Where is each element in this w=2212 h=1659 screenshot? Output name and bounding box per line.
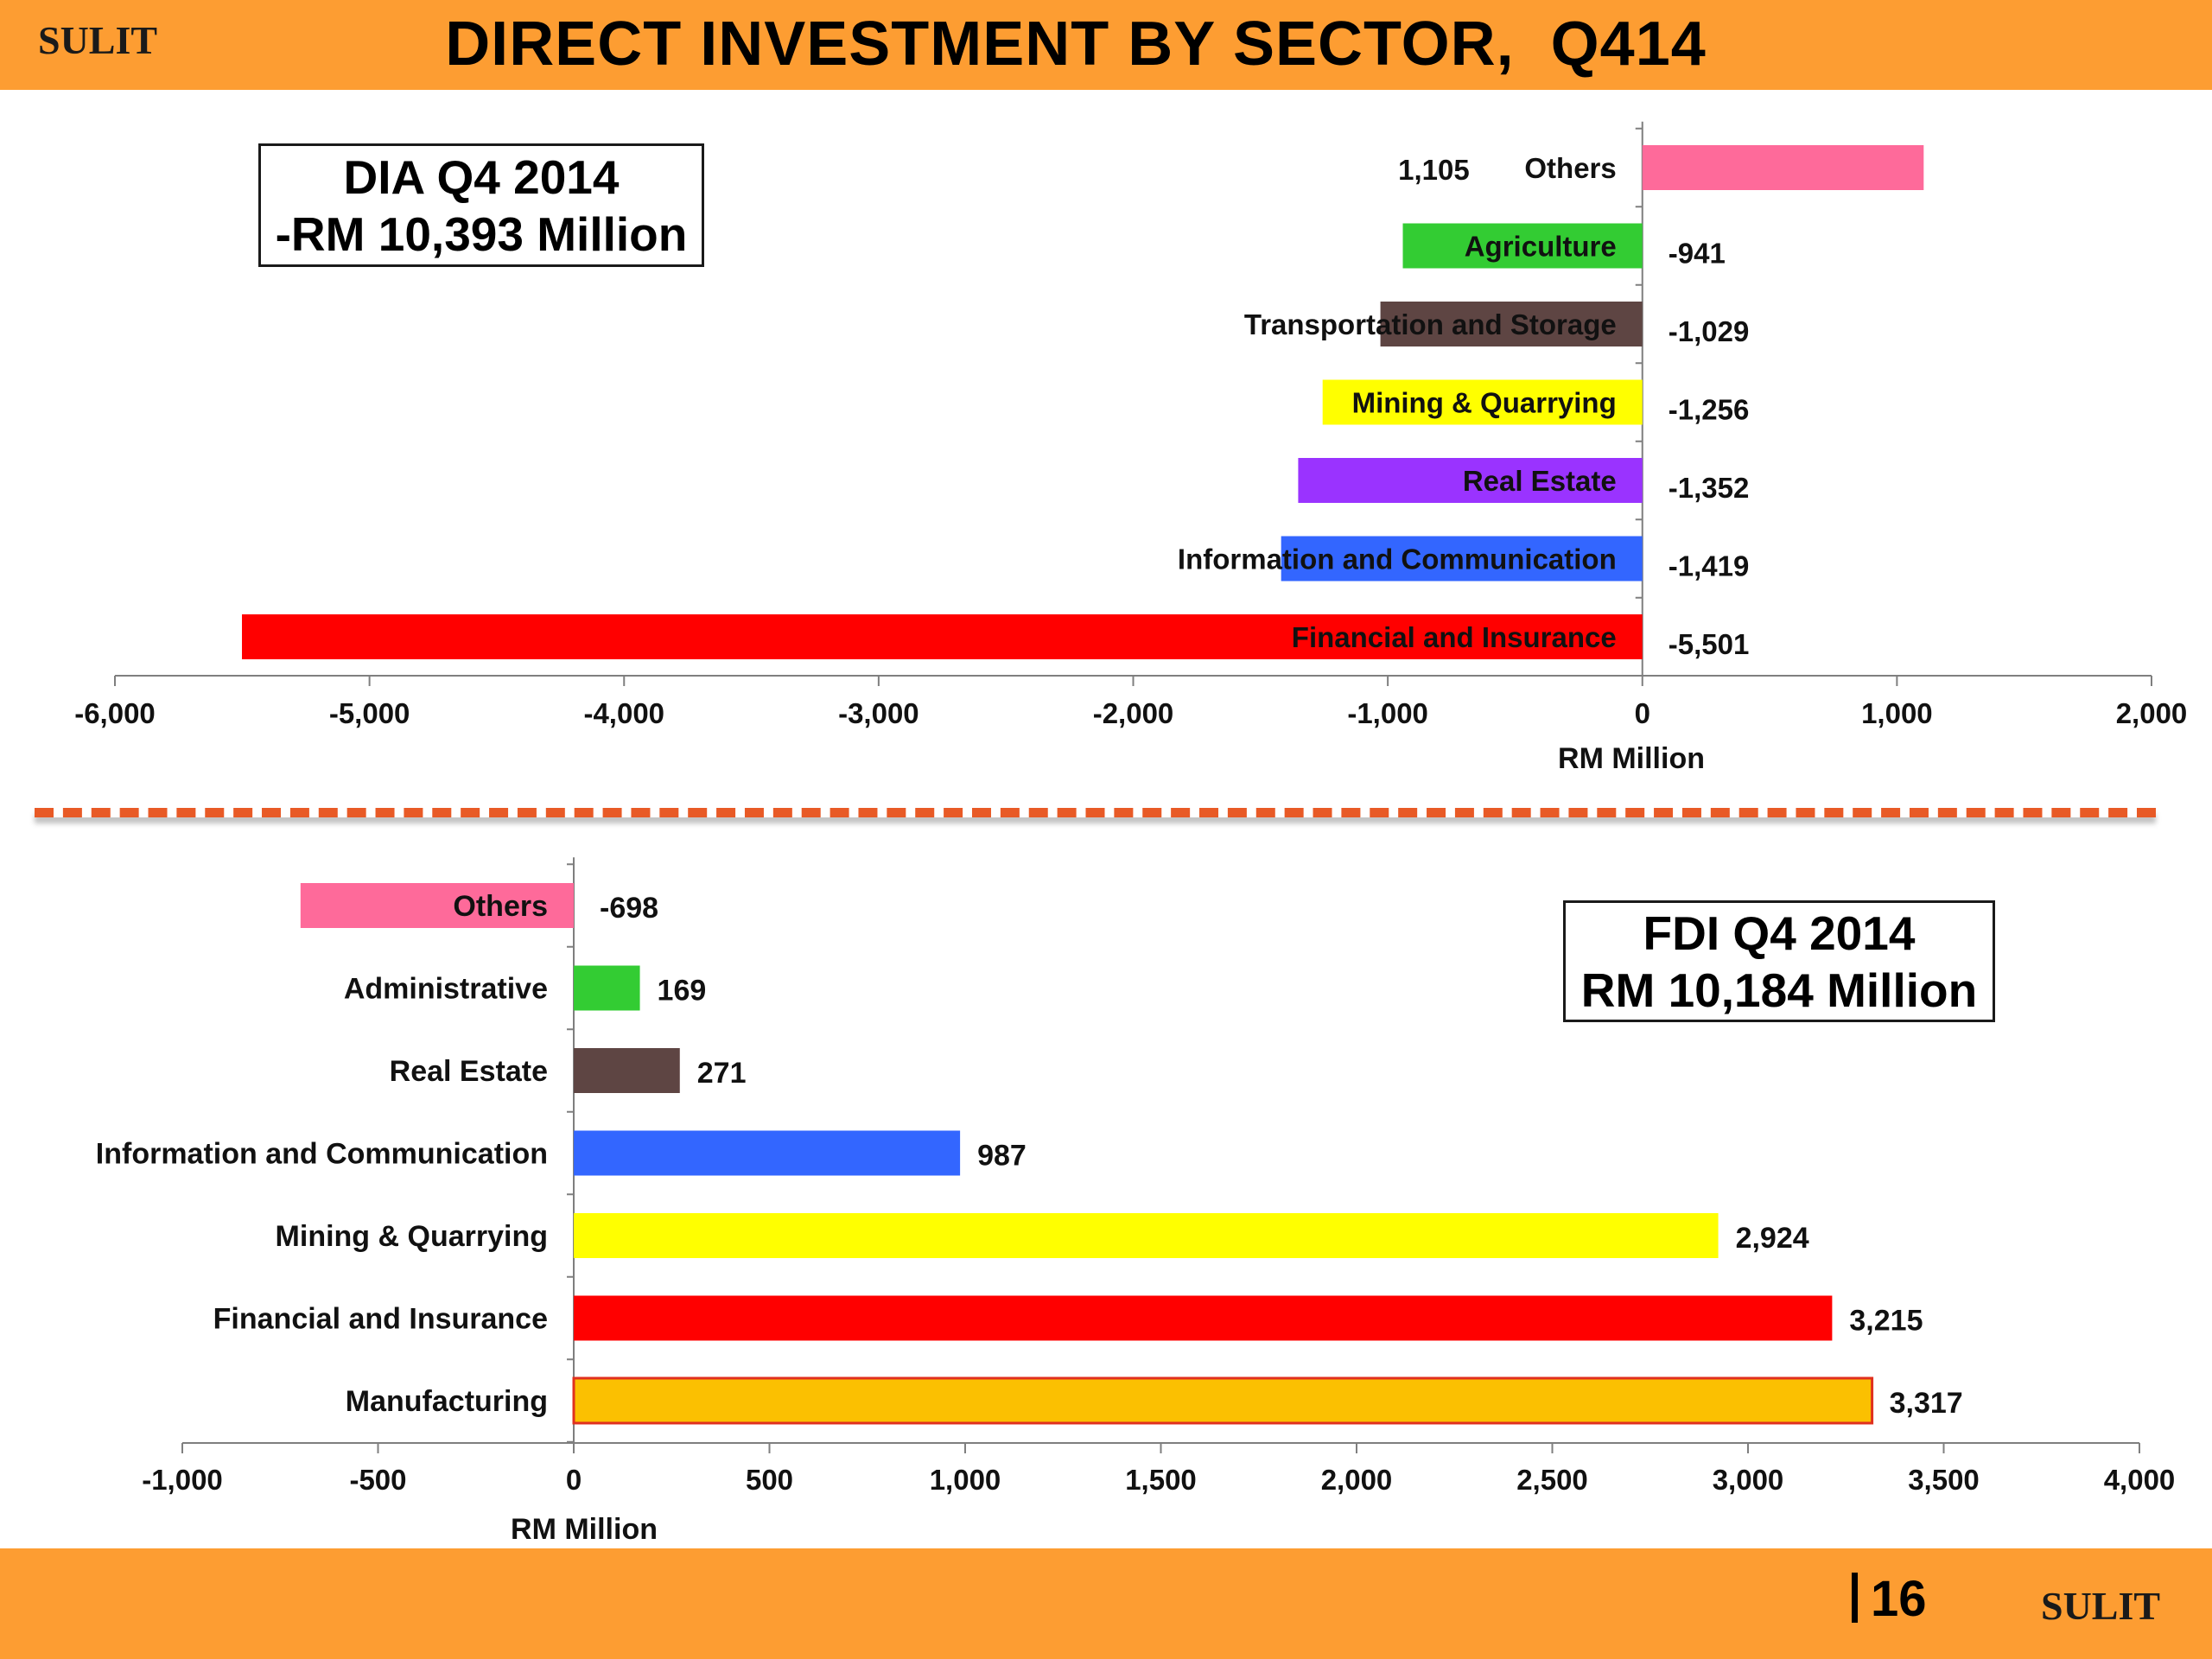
dia-tick-label: -5,000 xyxy=(329,697,410,729)
dia-tick-label: -3,000 xyxy=(838,697,919,729)
dia-category-label: Real Estate xyxy=(1463,465,1617,497)
page-number: 16 xyxy=(1871,1571,1927,1627)
dia-tick-label: -1,000 xyxy=(1347,697,1428,729)
dia-value-label: -1,256 xyxy=(1669,394,1750,426)
dia-tick-label: -6,000 xyxy=(74,697,156,729)
footer-brand: SULIT xyxy=(2041,1584,2161,1628)
fdi-summary-line1: FDI Q4 2014 xyxy=(1643,906,1916,960)
dia-tick-label: 2,000 xyxy=(2116,697,2188,729)
fdi-value-label: 3,317 xyxy=(1890,1387,1963,1420)
footer-band xyxy=(0,1548,2212,1659)
fdi-value-label: 987 xyxy=(977,1140,1027,1173)
fdi-tick-label: 1,000 xyxy=(930,1464,1001,1496)
page-title: DIRECT INVESTMENT BY SECTOR, Q414 xyxy=(445,10,1707,79)
fdi-bar xyxy=(574,1295,1833,1341)
header-brand: SULIT xyxy=(38,18,158,62)
fdi-tick-label: 1,500 xyxy=(1125,1464,1197,1496)
dia-bar xyxy=(1298,458,1643,503)
fdi-value-label: 271 xyxy=(697,1057,747,1090)
dia-value-label: -1,419 xyxy=(1669,550,1750,582)
fdi-category-label: Manufacturing xyxy=(346,1385,548,1418)
fdi-summary-line2: RM 10,184 Million xyxy=(1580,963,1978,1017)
dia-tick-label: 0 xyxy=(1635,697,1650,729)
dia-category-label: Others xyxy=(1524,152,1616,184)
fdi-tick-label: 500 xyxy=(746,1464,793,1496)
dia-summary-box: DIA Q4 2014 -RM 10,393 Million xyxy=(258,143,704,267)
fdi-tick-label: -1,000 xyxy=(142,1464,223,1496)
header-band xyxy=(0,0,2212,90)
fdi-tick-label: 2,500 xyxy=(1516,1464,1588,1496)
fdi-tick-label: 0 xyxy=(566,1464,582,1496)
fdi-tick-label: 4,000 xyxy=(2104,1464,2176,1496)
dia-category-label: Information and Communication xyxy=(1178,543,1617,575)
dia-tick-label: -2,000 xyxy=(1093,697,1174,729)
dia-summary-line1: DIA Q4 2014 xyxy=(343,150,620,204)
dia-value-label: -1,352 xyxy=(1669,472,1750,504)
dia-category-label: Transportation and Storage xyxy=(1244,308,1617,340)
dia-summary-line2: -RM 10,393 Million xyxy=(275,207,688,261)
page-number-bar xyxy=(1852,1573,1858,1623)
fdi-bar xyxy=(574,1213,1719,1258)
fdi-category-label: Others xyxy=(453,890,548,923)
fdi-category-label: Information and Communication xyxy=(96,1138,548,1171)
dia-value-label: -941 xyxy=(1669,238,1726,270)
fdi-value-label: 2,924 xyxy=(1736,1222,1809,1255)
dia-category-label: Mining & Quarrying xyxy=(1352,387,1617,419)
fdi-category-label: Administrative xyxy=(344,973,548,1006)
fdi-tick-label: 3,000 xyxy=(1713,1464,1784,1496)
fdi-value-label: -698 xyxy=(600,892,658,925)
dia-value-label: -1,029 xyxy=(1669,315,1750,347)
dia-bar xyxy=(1642,145,1924,190)
dia-value-label: 1,105 xyxy=(1398,154,1470,186)
fdi-summary-box: FDI Q4 2014 RM 10,184 Million xyxy=(1563,900,1995,1022)
fdi-value-label: 3,215 xyxy=(1849,1305,1923,1338)
dia-bar xyxy=(1402,223,1643,269)
section-divider xyxy=(35,808,2156,817)
fdi-bar xyxy=(574,1130,961,1176)
fdi-tick-label: -500 xyxy=(349,1464,406,1496)
dia-bar xyxy=(1322,379,1643,425)
fdi-category-label: Real Estate xyxy=(390,1055,548,1088)
dia-category-label: Agriculture xyxy=(1465,231,1617,263)
dia-bar xyxy=(1380,302,1643,346)
fdi-value-label: 169 xyxy=(658,975,707,1007)
fdi-bar xyxy=(300,883,574,928)
fdi-tick-label: 2,000 xyxy=(1321,1464,1393,1496)
fdi-axis-title: RM Million xyxy=(511,1513,658,1546)
dia-value-label: -5,501 xyxy=(1669,628,1750,660)
dia-axis-title: RM Million xyxy=(1558,742,1705,775)
fdi-category-label: Financial and Insurance xyxy=(213,1303,548,1336)
fdi-bar xyxy=(574,1048,680,1093)
dia-bar xyxy=(242,614,1643,659)
dia-tick-label: -4,000 xyxy=(583,697,664,729)
dia-category-label: Financial and Insurance xyxy=(1292,621,1617,653)
fdi-bar xyxy=(574,965,640,1011)
fdi-category-label: Mining & Quarrying xyxy=(276,1220,548,1253)
dia-tick-label: 1,000 xyxy=(1861,697,1933,729)
fdi-tick-label: 3,500 xyxy=(1908,1464,1980,1496)
fdi-bar xyxy=(572,1376,1874,1425)
dia-bar xyxy=(1281,536,1643,582)
